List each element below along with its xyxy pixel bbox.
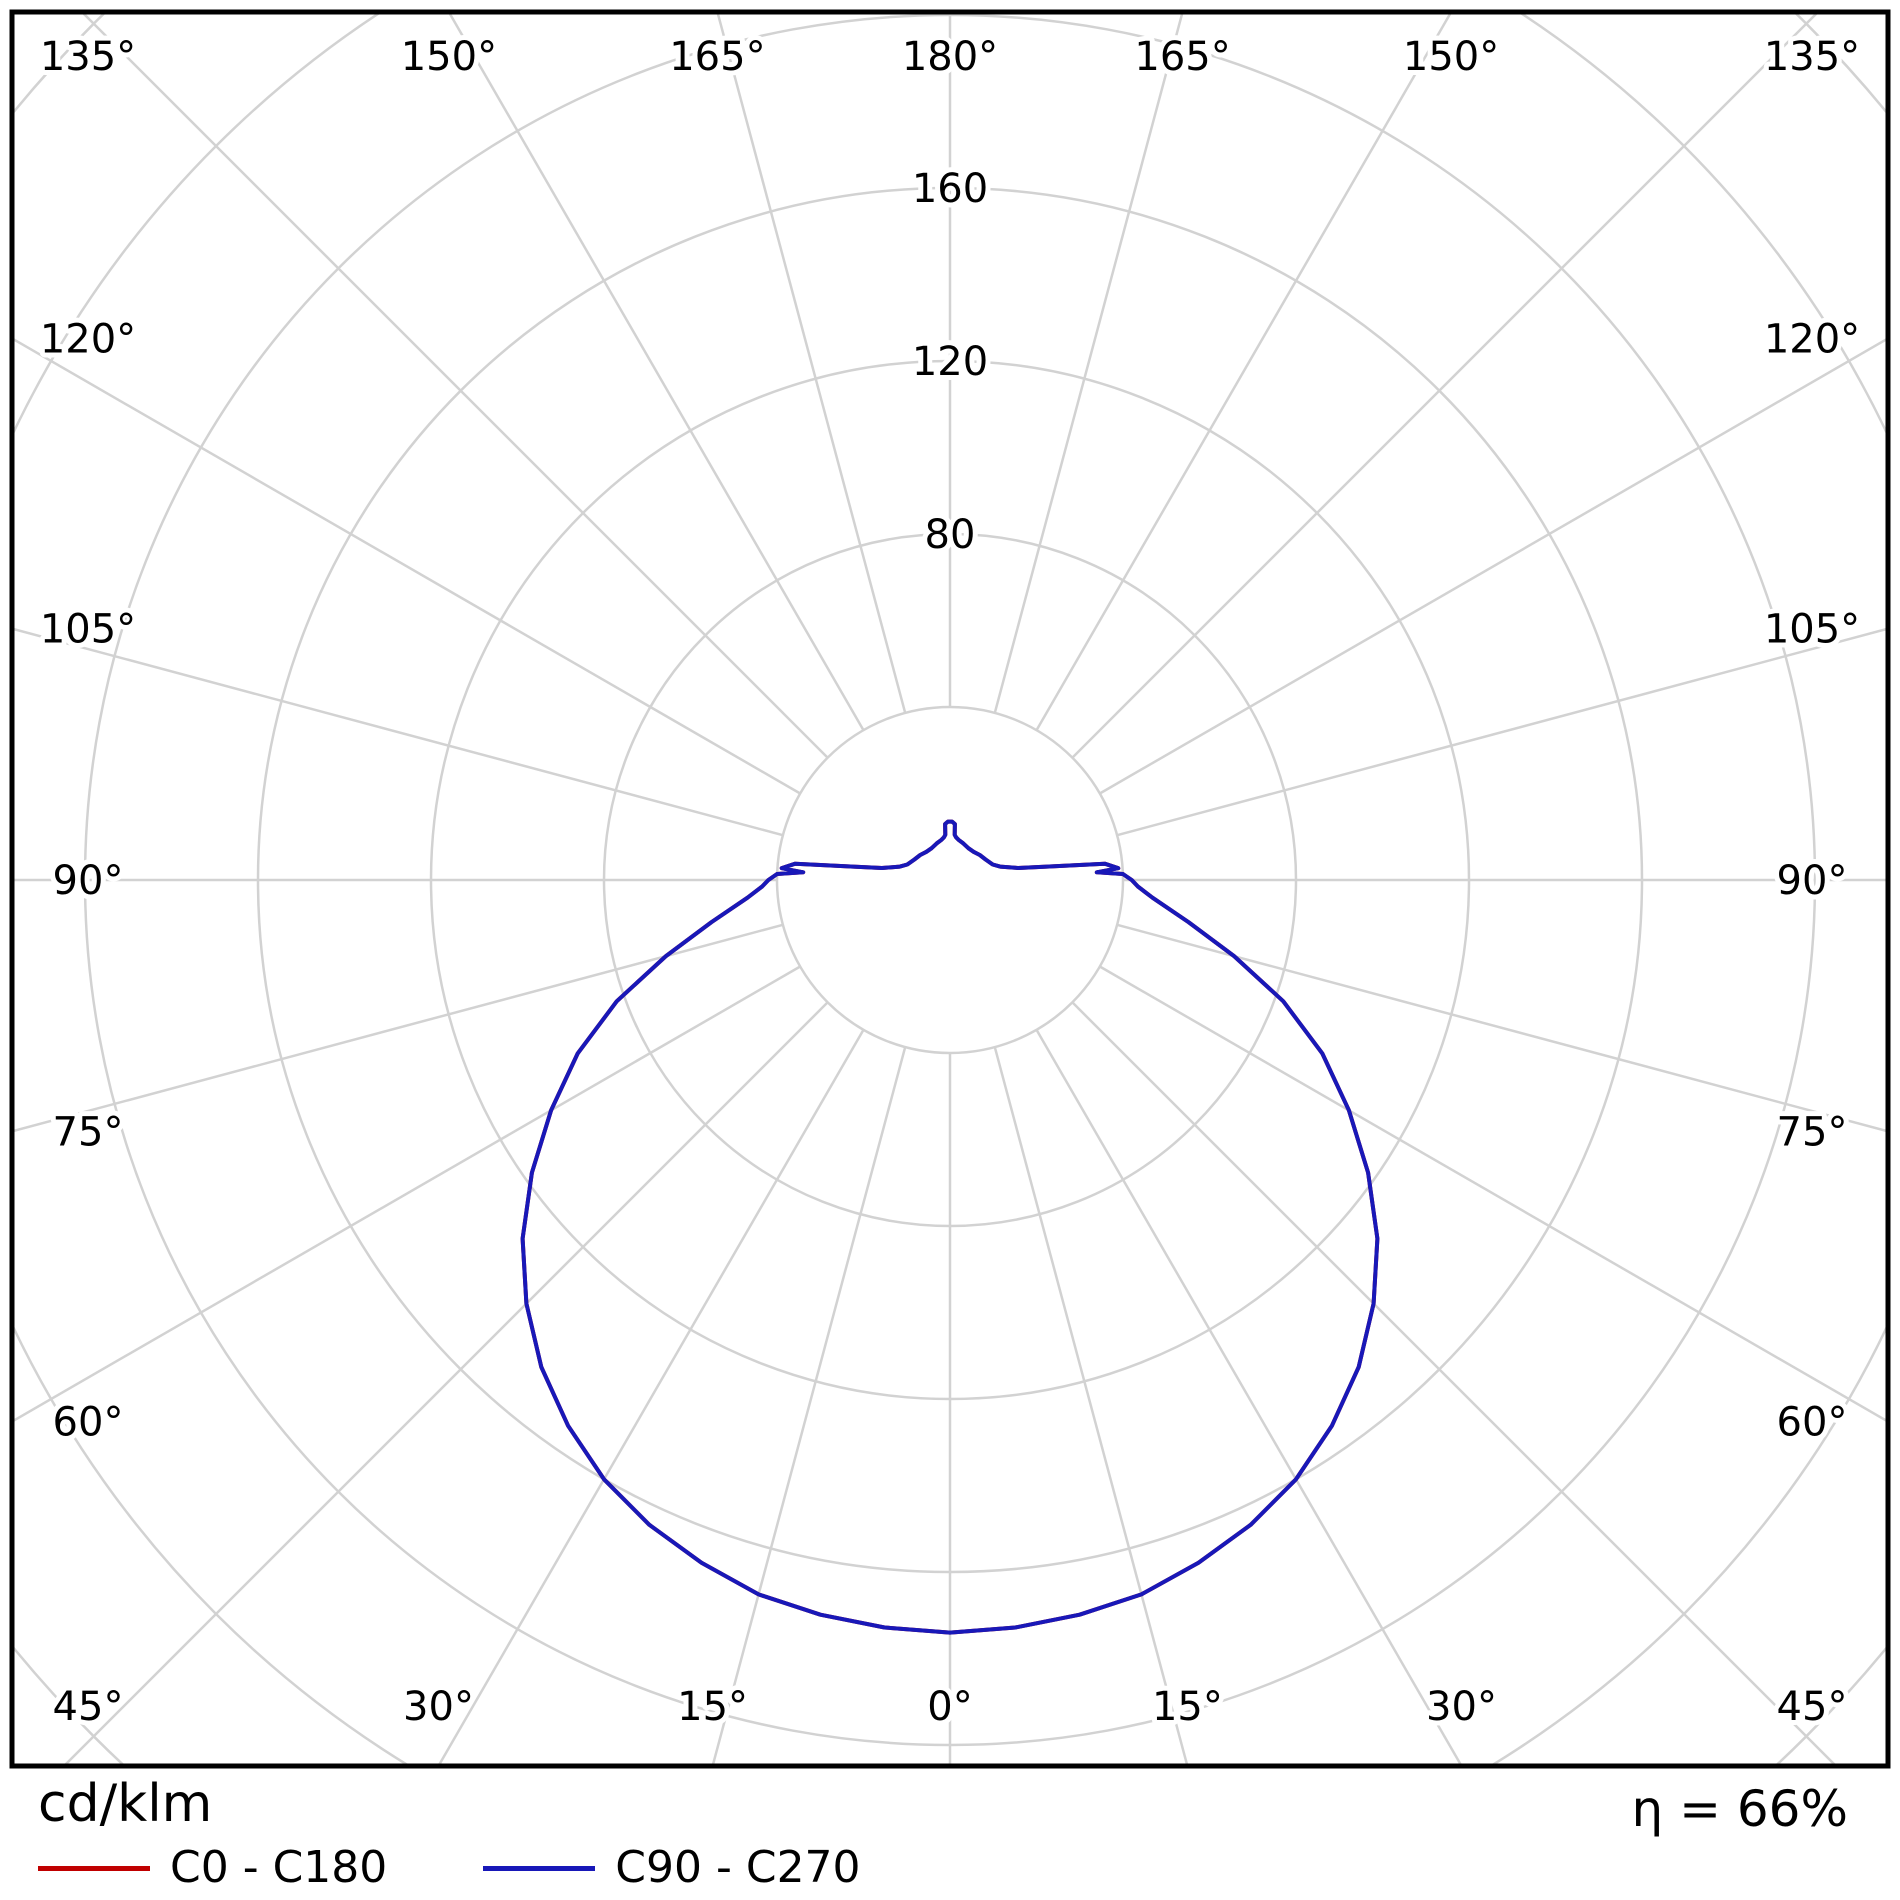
svg-text:150°: 150°: [1403, 34, 1499, 80]
unit-label: cd/klm: [38, 1774, 213, 1834]
svg-text:165°: 165°: [669, 34, 765, 80]
svg-text:60°: 60°: [53, 1400, 124, 1446]
svg-text:150°: 150°: [401, 34, 497, 80]
svg-text:45°: 45°: [53, 1684, 124, 1730]
svg-text:80: 80: [925, 512, 976, 558]
svg-text:90°: 90°: [1777, 858, 1848, 904]
polar-chart-svg: 80 120 160 0° 15° 15° 30° 30° 45° 45° 60° 60° 75° 75°…: [9, 9, 1891, 1769]
svg-text:90°: 90°: [53, 858, 124, 904]
legend-label-c0-c180: C0 - C180: [170, 1842, 388, 1893]
svg-text:105°: 105°: [40, 607, 136, 653]
svg-text:135°: 135°: [1764, 34, 1860, 80]
svg-text:30°: 30°: [1426, 1684, 1497, 1730]
svg-text:135°: 135°: [40, 34, 136, 80]
svg-text:75°: 75°: [53, 1109, 124, 1155]
svg-text:120°: 120°: [40, 316, 136, 362]
legend-item-c0-c180: C0 - C180: [38, 1846, 387, 1890]
svg-text:165°: 165°: [1134, 34, 1230, 80]
legend: C0 - C180 C90 - C270: [38, 1846, 861, 1890]
svg-text:105°: 105°: [1764, 607, 1860, 653]
legend-item-c90-c270: C90 - C270: [483, 1842, 861, 1893]
svg-text:60°: 60°: [1777, 1400, 1848, 1446]
svg-text:45°: 45°: [1777, 1684, 1848, 1730]
svg-text:15°: 15°: [677, 1684, 748, 1730]
svg-text:15°: 15°: [1152, 1684, 1223, 1730]
legend-line-c0-c180-icon: [38, 1865, 150, 1871]
svg-text:120°: 120°: [1764, 316, 1860, 362]
svg-text:75°: 75°: [1777, 1109, 1848, 1155]
svg-text:30°: 30°: [403, 1684, 474, 1730]
legend-label-c90-c270: C90 - C270: [615, 1842, 861, 1893]
svg-text:120: 120: [912, 339, 988, 385]
legend-line-c90-c270-icon: [483, 1865, 596, 1871]
svg-text:160: 160: [912, 166, 988, 212]
svg-text:0°: 0°: [927, 1684, 972, 1730]
svg-text:180°: 180°: [902, 34, 998, 80]
efficiency-label: η = 66%: [1631, 1780, 1848, 1838]
